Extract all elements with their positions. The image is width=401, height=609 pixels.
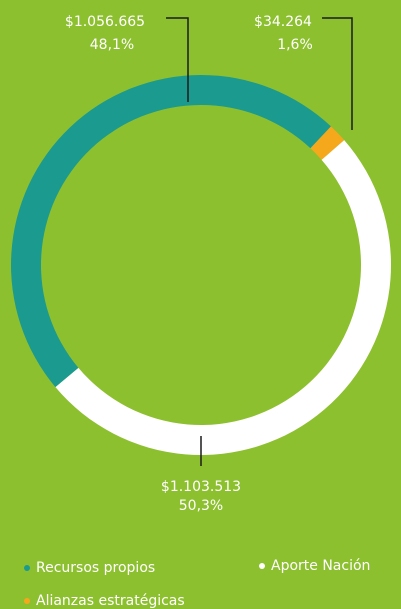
value-label: $1.103.513 xyxy=(161,479,241,495)
legend-label: Aporte Nación xyxy=(271,558,370,574)
legend-marker xyxy=(24,565,30,571)
donut-slice xyxy=(310,126,345,160)
value-label: $1.056.665 xyxy=(65,14,145,30)
legend-marker xyxy=(24,598,30,604)
leader-line xyxy=(166,17,189,102)
legend-marker xyxy=(259,563,265,569)
leader-line xyxy=(322,17,353,130)
legend-label: Alianzas estratégicas xyxy=(36,593,185,609)
percent-label: 1,6% xyxy=(277,37,313,53)
donut-slice xyxy=(10,74,331,388)
legend-label: Recursos propios xyxy=(36,560,155,576)
value-label: $34.264 xyxy=(254,14,312,30)
donut-slice xyxy=(55,140,391,455)
percent-label: 48,1% xyxy=(90,37,134,53)
percent-label: 50,3% xyxy=(179,498,223,514)
